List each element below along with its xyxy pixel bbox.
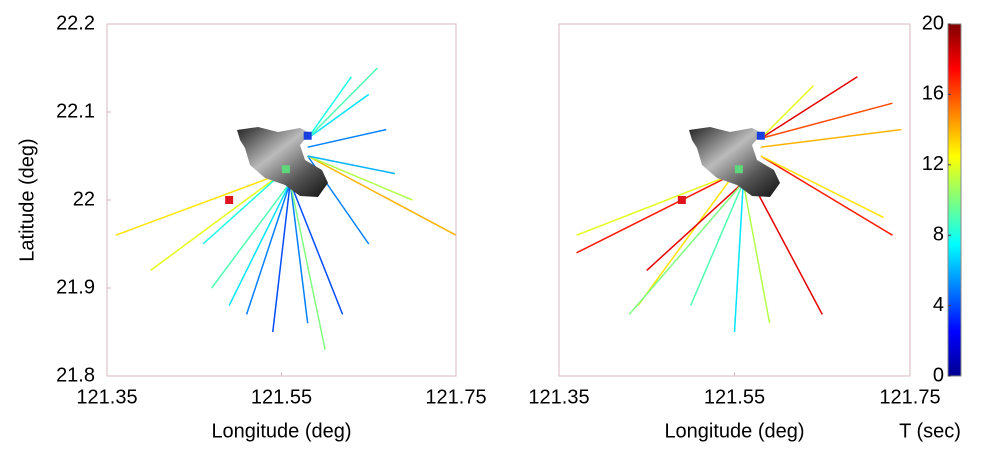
x-tick-label: 121.75 [425, 386, 486, 408]
x-axis-label: Longitude (deg) [664, 420, 804, 442]
rays [577, 77, 902, 332]
ray [273, 182, 290, 332]
rays [116, 68, 456, 350]
ray [647, 182, 744, 270]
ray [735, 182, 744, 332]
colorbar-label: T (sec) [899, 420, 961, 442]
x-tick-label: 121.55 [251, 386, 312, 408]
station [735, 165, 743, 173]
ray [752, 182, 822, 314]
y-tick-label: 21.9 [56, 276, 95, 298]
ray [577, 174, 735, 253]
y-tick-label: 22.2 [56, 12, 95, 34]
colorbar-tick-label: 0 [933, 364, 944, 386]
x-axis-label: Longitude (deg) [211, 420, 351, 442]
colorbar-tick-label: 12 [922, 153, 944, 175]
ray [308, 77, 352, 139]
ray [743, 182, 769, 323]
ray [761, 77, 858, 139]
colorbar-tick-label: 20 [922, 12, 944, 34]
ray [761, 86, 814, 139]
x-tick-label: 121.35 [528, 386, 589, 408]
x-tick-label: 121.35 [76, 386, 137, 408]
island [237, 127, 328, 197]
ray [308, 156, 456, 235]
ray [151, 174, 282, 271]
ray [577, 174, 735, 236]
y-tick-label: 22 [73, 188, 95, 210]
ray [212, 182, 291, 288]
ray [761, 156, 893, 235]
figure: 121.35 121.55 121.75 21.8 21.9 22 22.1 22.2 Long… [0, 0, 988, 449]
station [304, 132, 312, 140]
ray [638, 174, 735, 306]
ray [290, 182, 325, 349]
y-tick-label: 21.8 [56, 364, 95, 386]
x-tick-label: 121.55 [704, 386, 765, 408]
ray [308, 130, 387, 148]
y-tick-label: 22.1 [56, 100, 95, 122]
ray [247, 182, 291, 314]
station [282, 165, 290, 173]
colorbar [948, 24, 961, 376]
ray [629, 182, 743, 314]
x-tick-label: 121.75 [879, 386, 940, 408]
ray [691, 182, 744, 305]
station [225, 196, 233, 204]
colorbar-tick-label: 8 [933, 223, 944, 245]
ray [116, 174, 282, 236]
ray [308, 68, 378, 138]
station [678, 196, 686, 204]
station [757, 132, 765, 140]
colorbar-tick-label: 16 [922, 83, 944, 105]
y-axis-label: Latitude (deg) [16, 138, 38, 261]
ray [229, 182, 290, 305]
colorbar-tick-label: 4 [933, 294, 944, 316]
ray [308, 94, 369, 138]
ray [761, 156, 884, 218]
